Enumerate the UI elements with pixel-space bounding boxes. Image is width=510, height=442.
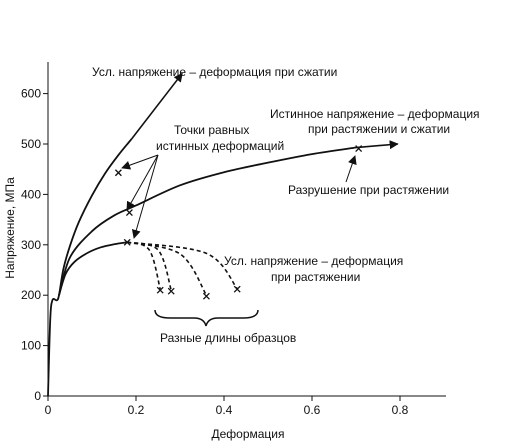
y-tick-label: 500	[21, 137, 41, 151]
x-marker	[114, 169, 122, 177]
equal-strain-label-line1: Точки равных	[174, 123, 249, 137]
x-marker	[167, 287, 175, 295]
dashed-tension-curve	[127, 241, 238, 290]
y-axis-label: Напряжение, МПа	[3, 177, 17, 279]
x-tick-label: 0.4	[216, 403, 233, 417]
series-arrow	[130, 72, 183, 140]
series-line-2	[58, 146, 357, 296]
x-tick-label: 0.8	[392, 403, 409, 417]
tension-curve-label-line2: при растяжении	[271, 270, 360, 284]
markers-group	[114, 145, 363, 300]
dashed-tension-curve	[126, 241, 161, 290]
equal-strain-pointer-2	[126, 154, 159, 211]
dashed-tension-curve	[127, 241, 208, 296]
x-marker	[233, 285, 241, 293]
series-group	[47, 72, 399, 397]
fracture-pointer	[345, 155, 357, 183]
series-arrow	[355, 140, 399, 150]
fracture-label: Разрушение при растяжении	[288, 183, 449, 197]
x-marker	[125, 209, 133, 217]
x-tick-label: 0.6	[304, 403, 321, 417]
y-tick-label: 300	[21, 238, 41, 252]
equal-strain-pointer-3	[131, 154, 159, 239]
series-line-3	[58, 241, 128, 296]
x-tick-label: 0.2	[128, 403, 145, 417]
series-line-1	[47, 138, 133, 397]
x-marker	[123, 238, 131, 246]
x-marker	[355, 145, 363, 152]
x-tick-label: 0	[45, 403, 52, 417]
ticks: 0 0.2 0.4 0.6 0.8 0 100 200 300 400 500 600	[21, 87, 409, 417]
specimen-lengths-label: Разные длины образцов	[160, 331, 296, 345]
equal-strain-pointer-1	[121, 154, 159, 170]
compression-curve-label: Усл. напряжение – деформация при сжатии	[92, 65, 337, 79]
specimen-lengths-brace	[154, 309, 259, 327]
true-stress-label-line1: Истинное напряжение – деформация	[270, 107, 480, 121]
y-tick-label: 200	[21, 288, 41, 302]
true-stress-label-line2: при растяжении и сжатии	[308, 122, 450, 136]
x-marker	[202, 292, 210, 300]
equal-strain-label-line2: истинных деформаций	[156, 139, 284, 153]
x-marker	[156, 286, 164, 294]
axes	[47, 62, 446, 397]
x-axis-label: Деформация	[211, 427, 284, 441]
y-tick-label: 100	[21, 339, 41, 353]
y-tick-label: 400	[21, 187, 41, 201]
y-tick-label: 0	[34, 389, 41, 403]
y-tick-label: 600	[21, 87, 41, 101]
tension-curve-label-line1: Усл. напряжение – деформация	[224, 254, 403, 268]
